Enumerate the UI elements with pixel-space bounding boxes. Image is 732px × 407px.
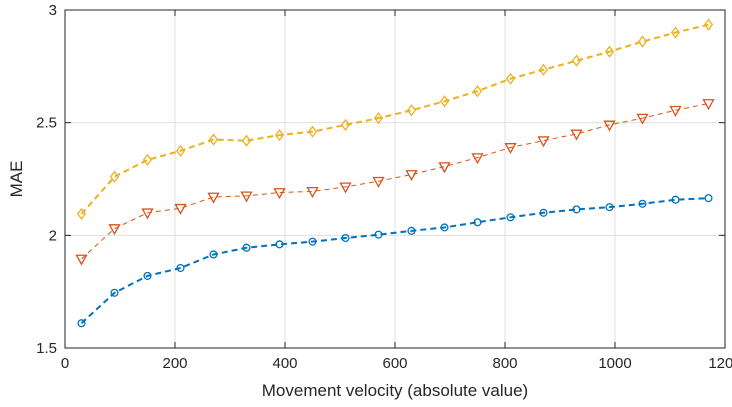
series-blue-point-11	[440, 223, 449, 232]
series-yellow-point-18	[670, 26, 681, 39]
x-tick-label-4: 800	[492, 355, 517, 372]
series-red-point-5	[240, 191, 253, 203]
series-yellow-point-11	[439, 95, 450, 108]
y-tick-label-1: 2	[49, 227, 57, 244]
series-blue-point-15	[572, 205, 581, 214]
series-yellow-point-5	[241, 134, 252, 147]
y-axis-label: MAE	[7, 161, 26, 198]
x-tick-label-0: 0	[61, 355, 69, 372]
series-yellow-point-6	[274, 128, 285, 142]
series-yellow	[76, 18, 714, 221]
series-blue-point-3	[176, 263, 185, 273]
series-blue-point-7	[308, 237, 317, 246]
y-tick-label-2: 2.5	[36, 115, 57, 132]
series-red-point-12	[471, 153, 484, 165]
series-yellow-point-16	[604, 45, 615, 58]
series-red-point-16	[603, 120, 616, 132]
series-yellow-point-19	[703, 18, 714, 31]
series-red-point-9	[372, 176, 385, 188]
y-tick-label-3: 3	[49, 2, 57, 19]
series-blue-point-0	[77, 319, 86, 328]
series-blue-point-5	[242, 243, 251, 252]
series-yellow-point-1	[109, 170, 120, 183]
series-yellow-point-15	[571, 54, 582, 67]
y-tick-label-0: 1.5	[36, 340, 57, 357]
series-red-point-0	[75, 254, 88, 266]
series-blue-point-17	[638, 199, 647, 208]
series-blue-point-12	[473, 218, 482, 227]
series-red-point-10	[405, 170, 418, 182]
series-red-point-3	[174, 203, 187, 215]
series-yellow-point-8	[340, 118, 351, 131]
series-red-point-13	[504, 143, 517, 155]
series-blue-point-19	[704, 194, 713, 203]
series-blue-point-1	[110, 288, 119, 297]
series-red-point-14	[537, 136, 550, 148]
series-red-line	[81, 103, 709, 260]
series-red-point-15	[570, 129, 583, 141]
series-blue-point-10	[407, 226, 416, 235]
series-yellow-point-7	[307, 125, 318, 138]
series-yellow-point-14	[538, 63, 549, 76]
series-red	[75, 99, 715, 266]
x-tick-label-3: 600	[382, 355, 407, 372]
series-red-point-19	[702, 99, 715, 111]
series-red-point-18	[669, 105, 682, 117]
series-red-point-8	[339, 182, 352, 194]
series-blue-point-18	[671, 195, 680, 204]
grid	[65, 10, 725, 348]
series-red-point-2	[141, 208, 154, 220]
series-blue-point-4	[209, 250, 218, 259]
series-red-point-17	[636, 113, 649, 125]
series-blue-point-13	[506, 213, 515, 222]
series-yellow-point-2	[142, 153, 153, 166]
x-tick-label-1: 200	[162, 355, 187, 372]
series-yellow-point-4	[208, 133, 219, 146]
series-red-point-11	[438, 162, 451, 174]
series-yellow-point-3	[175, 144, 186, 157]
series-yellow-point-12	[472, 85, 483, 98]
series-red-point-4	[207, 192, 220, 204]
series-yellow-point-9	[373, 112, 384, 125]
series-yellow-point-0	[76, 207, 87, 221]
x-tick-label-2: 400	[272, 355, 297, 372]
series-blue	[77, 194, 713, 328]
series-yellow-point-10	[406, 104, 417, 117]
axes: 0 200 400 600 800 1000 1200 1.5 2 2.5 3	[36, 2, 732, 372]
series-red-point-6	[273, 188, 286, 200]
x-tick-label-5: 1000	[598, 355, 631, 372]
series-yellow-point-13	[505, 72, 516, 85]
series-blue-point-9	[374, 230, 383, 239]
series-red-point-7	[306, 186, 319, 198]
series-blue-point-2	[143, 271, 152, 280]
series-blue-point-16	[605, 203, 614, 212]
series-blue-point-14	[539, 208, 548, 217]
series-blue-line	[80, 197, 709, 324]
series-blue-point-6	[275, 240, 284, 249]
x-tick-label-6: 1200	[708, 355, 732, 372]
series-red-point-1	[108, 224, 121, 236]
series-yellow-point-17	[637, 35, 648, 48]
series-blue-point-8	[341, 233, 350, 243]
series-group	[75, 18, 715, 328]
x-axis-label: Movement velocity (absolute value)	[262, 381, 528, 400]
